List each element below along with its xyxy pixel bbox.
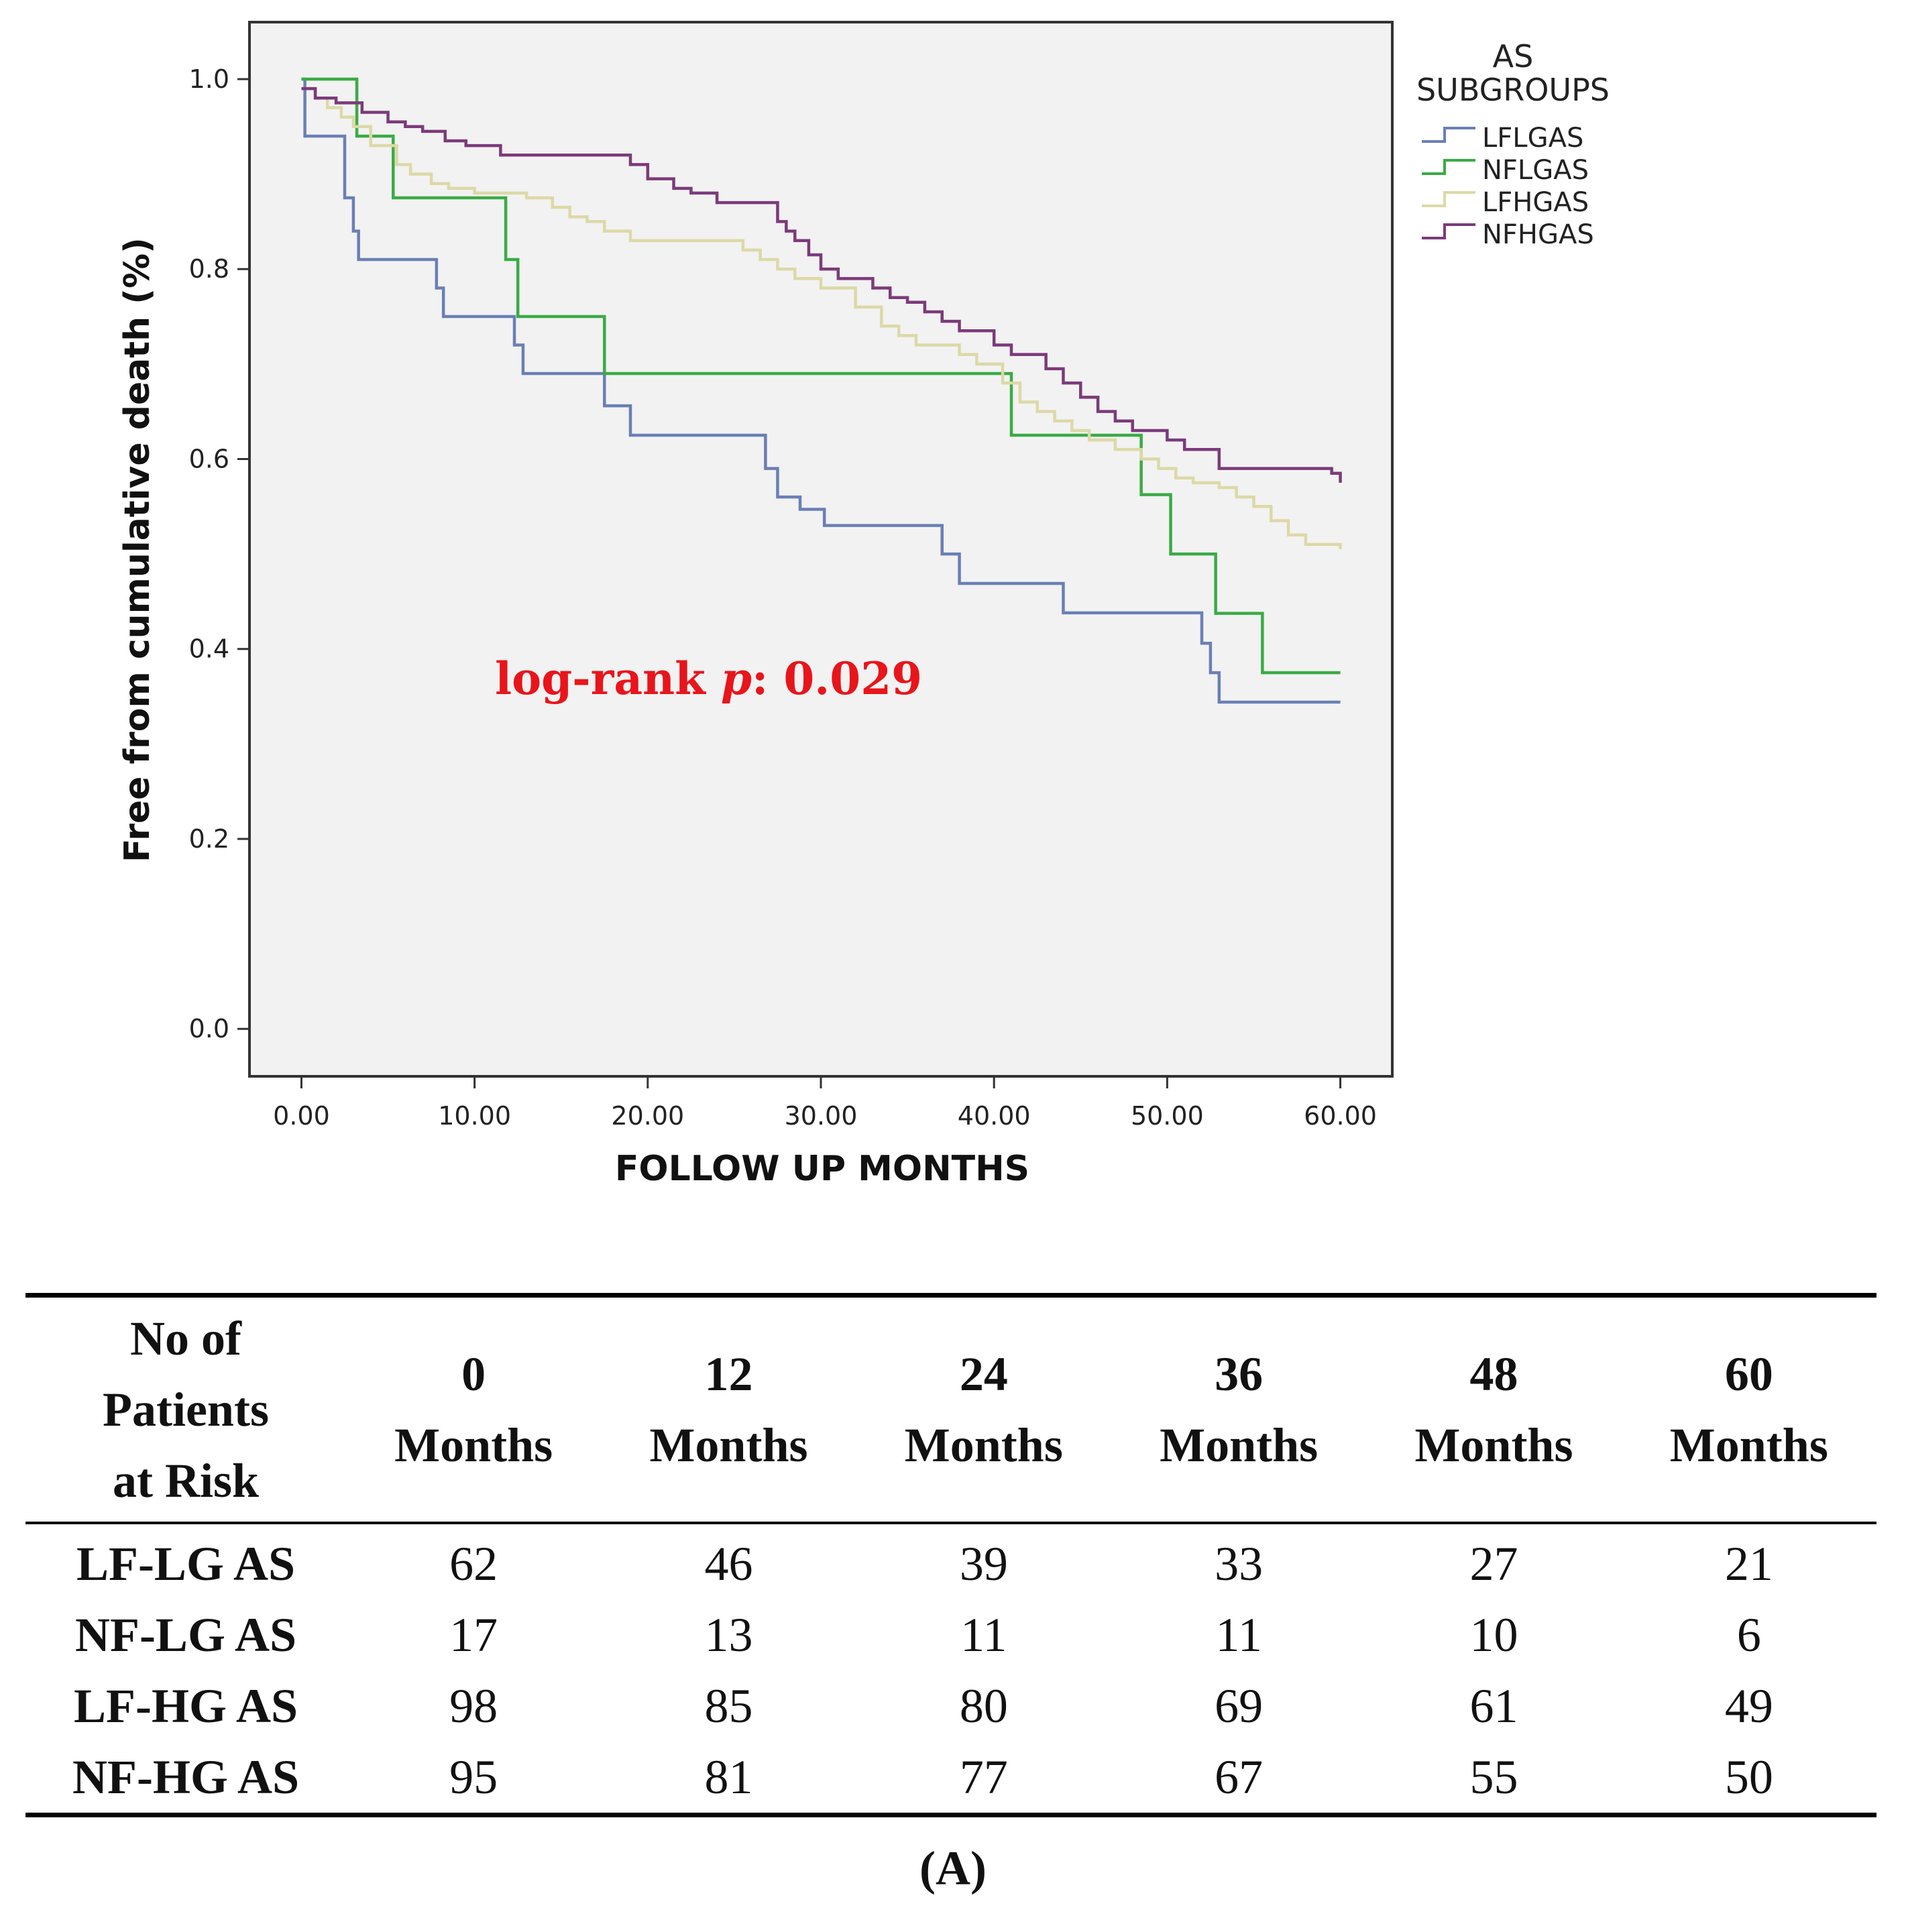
column-header: 0 Months [394, 1347, 553, 1472]
x-tick-label: 50.00 [1131, 1101, 1204, 1131]
table-cell: 61 [1469, 1679, 1518, 1733]
y-tick-label: 0.2 [189, 824, 229, 854]
table-cell: 85 [704, 1679, 753, 1733]
table-cell: 11 [1215, 1608, 1262, 1662]
legend-title-line2: SUBGROUPS [1416, 72, 1610, 108]
x-tick-label: 0.00 [273, 1101, 330, 1131]
table-cell: 77 [959, 1750, 1008, 1804]
column-header: 60 Months [1669, 1347, 1828, 1472]
row-label: LF-HG AS [73, 1679, 298, 1733]
series-line-lfhgas [301, 87, 1342, 549]
legend-label: NFLGAS [1482, 155, 1589, 186]
panel-label: (A) [919, 1841, 987, 1895]
table-cell: 10 [1469, 1608, 1518, 1662]
table-cell: 62 [449, 1537, 498, 1591]
y-tick-label: 0.8 [189, 254, 229, 284]
legend-label: LFLGAS [1482, 123, 1583, 154]
table-row: LF-LG AS 62 46 39 33 27 21 [25, 1523, 1876, 1599]
legend-title-line1: AS [1493, 38, 1534, 74]
row-label: NF-LG AS [74, 1608, 297, 1662]
x-axis: 0.00 10.00 20.00 30.00 40.00 50.00 60.00 [273, 1076, 1377, 1131]
risk-table: No of Patients at Risk 0 Months 12 Months … [25, 1293, 1876, 1817]
x-tick-label: 10.00 [438, 1101, 511, 1131]
table-cell: 80 [959, 1679, 1008, 1733]
table-row: NF-LG AS 17 13 11 11 10 6 [25, 1599, 1876, 1670]
risk-table-corner-header: No of Patients at Risk [25, 1296, 346, 1524]
survival-chart: 0.0 0.2 0.4 0.6 0.8 1.0 0.00 10.00 20.00 30.00 40… [117, 21, 1610, 1189]
table-cell: 50 [1724, 1750, 1773, 1804]
corner-line: Patients [103, 1383, 269, 1436]
x-tick-label: 30.00 [785, 1101, 858, 1131]
logrank-annotation: log-rank p: 0.029 [495, 652, 922, 705]
legend-swatch-lfhgas [1422, 191, 1475, 207]
legend-swatch-nflgas [1422, 159, 1475, 175]
x-tick-label: 60.00 [1304, 1101, 1377, 1131]
table-cell: 67 [1215, 1750, 1264, 1804]
x-axis-title: FOLLOW UP MONTHS [615, 1149, 1029, 1189]
table-cell: 81 [704, 1750, 753, 1804]
table-cell: 17 [449, 1608, 498, 1662]
column-header: 12 Months [649, 1347, 808, 1472]
y-tick-label: 0.0 [189, 1014, 229, 1043]
column-header: 24 Months [904, 1347, 1063, 1472]
y-tick-label: 1.0 [189, 64, 229, 94]
table-cell: 6 [1736, 1608, 1761, 1662]
table-cell: 98 [449, 1679, 498, 1733]
table-cell: 55 [1469, 1750, 1518, 1804]
y-axis-title: Free from cumulative death (%) [117, 237, 158, 862]
table-cell: 95 [449, 1750, 498, 1804]
y-axis: 0.0 0.2 0.4 0.6 0.8 1.0 [189, 64, 249, 1043]
table-cell: 69 [1215, 1679, 1264, 1733]
series-line-nfhgas [301, 87, 1342, 483]
column-header: 48 Months [1414, 1347, 1573, 1472]
y-tick-label: 0.4 [189, 634, 229, 664]
table-cell: 21 [1724, 1537, 1773, 1591]
table-row: LF-HG AS 98 85 80 69 61 49 [25, 1670, 1876, 1742]
table-cell: 46 [704, 1537, 753, 1591]
table-row: NF-HG AS 95 81 77 67 55 50 [25, 1742, 1876, 1815]
table-cell: 49 [1724, 1679, 1773, 1733]
y-tick-label: 0.6 [189, 444, 229, 473]
series-layer [301, 77, 1342, 704]
table-cell: 13 [704, 1608, 753, 1662]
x-tick-label: 20.00 [611, 1101, 684, 1131]
column-header: 36 Months [1160, 1347, 1319, 1472]
series-line-lflgas [301, 77, 1341, 704]
corner-line: at Risk [112, 1454, 260, 1508]
legend-label: NFHGAS [1482, 219, 1594, 250]
table-cell: 33 [1215, 1537, 1264, 1591]
legend-label: LFHGAS [1482, 187, 1589, 218]
row-label: LF-LG AS [76, 1537, 296, 1591]
plot-area [248, 21, 1394, 1078]
table-cell: 27 [1469, 1537, 1518, 1591]
table-cell: 11 [960, 1608, 1007, 1662]
risk-table-header: No of Patients at Risk 0 Months 12 Months … [25, 1295, 1876, 1524]
row-label: NF-HG AS [72, 1750, 300, 1804]
corner-line: No of [130, 1312, 241, 1365]
legend-swatch-lflgas [1422, 127, 1475, 143]
series-line-nflgas [301, 77, 1341, 675]
legend-swatch-nfhgas [1422, 223, 1475, 239]
table-cell: 39 [959, 1537, 1008, 1591]
x-tick-label: 40.00 [958, 1101, 1031, 1131]
